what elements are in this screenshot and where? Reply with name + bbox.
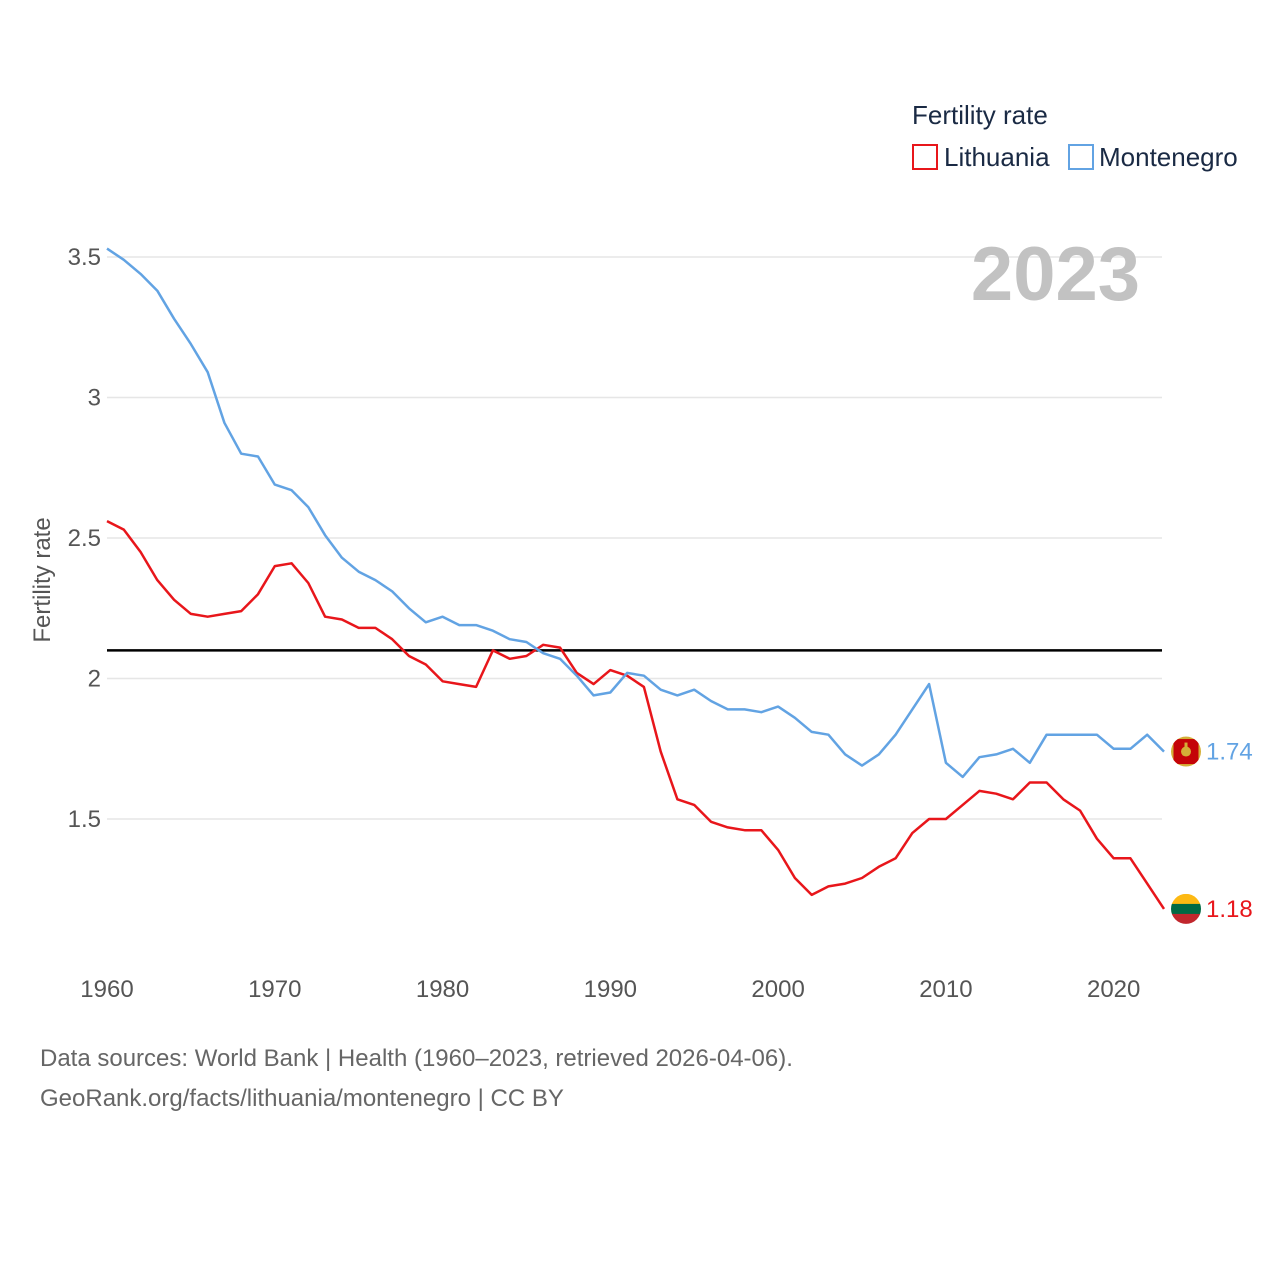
series-lines [106, 247, 1166, 910]
x-tick-label: 2000 [751, 976, 804, 1003]
series-line-montenegro [106, 247, 1165, 779]
legend-label-lithuania: Lithuania [944, 142, 1050, 172]
y-tick-label: 3 [88, 385, 101, 412]
end-value-label-montenegro: 1.74 [1206, 739, 1253, 766]
credit-link[interactable]: GeoRank.org/facts/lithuania/montenegro |… [40, 1085, 564, 1112]
y-tick-label: 2.5 [68, 525, 101, 552]
legend-item-montenegro[interactable]: Montenegro [1068, 142, 1238, 172]
y-gridlines [107, 256, 1162, 820]
y-tick-label: 1.5 [68, 806, 101, 833]
x-tick-label: 1970 [248, 976, 301, 1003]
legend: Fertility rate Lithuania Montenegro [912, 100, 1238, 172]
x-tick-label: 1980 [416, 976, 469, 1003]
x-tick-label: 1960 [80, 976, 133, 1003]
legend-title: Fertility rate [912, 100, 1048, 130]
series-end-markers: 1.18 1.74 [1171, 736, 1253, 924]
legend-label-montenegro: Montenegro [1099, 142, 1238, 172]
x-tick-label: 1990 [584, 976, 637, 1003]
legend-item-lithuania[interactable]: Lithuania [912, 142, 1050, 172]
legend-swatch-montenegro [1068, 144, 1094, 170]
y-axis-title: Fertility rate [29, 517, 56, 642]
y-tick-label: 3.5 [68, 244, 101, 271]
series-line-lithuania [106, 519, 1166, 910]
current-year-label: 2023 [971, 232, 1140, 317]
x-tick-label: 2010 [919, 976, 972, 1003]
x-axis-ticks: 1960 1970 1980 1990 2000 2010 2020 [80, 976, 1140, 1003]
legend-swatch-lithuania [912, 144, 938, 170]
x-tick-label: 2020 [1087, 976, 1140, 1003]
y-axis-ticks: 1.5 2 2.5 3 3.5 [68, 244, 101, 833]
lithuania-flag-icon [1171, 893, 1201, 924]
data-source-note: Data sources: World Bank | Health (1960–… [40, 1045, 793, 1072]
y-tick-label: 2 [88, 666, 101, 693]
montenegro-flag-icon [1171, 736, 1201, 767]
end-value-label-lithuania: 1.18 [1206, 896, 1253, 923]
